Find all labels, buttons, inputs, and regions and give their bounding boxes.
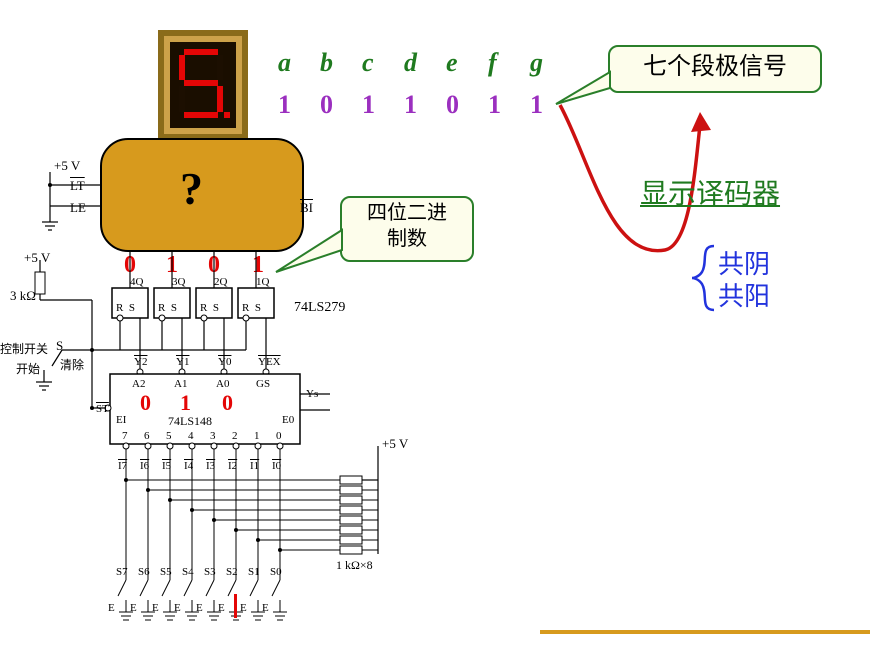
a-label: A1 [174,378,187,390]
decoder-title: 显示译码器 [640,172,780,212]
seg-letter: b [320,48,333,78]
seg-letter: c [362,48,374,78]
enc-num: 0 [276,430,282,442]
ybar-label: Y2 [134,356,147,368]
a-label: A0 [216,378,229,390]
seg-letter: e [446,48,458,78]
plus5v-right: +5 V [382,436,408,452]
e-gnd-label: E [174,602,181,614]
s-switch-label: S0 [270,566,282,578]
s-switch-label: S4 [182,566,194,578]
encoder-bit: 1 [180,390,191,416]
gs-label: GS [256,378,270,390]
rs-label: R S [242,302,261,314]
chip-74ls148: 74LS148 [168,414,212,429]
footer-rule [540,630,870,634]
enc-num: 2 [232,430,238,442]
s-switch-label: S2 [226,566,238,578]
seg-bit: 1 [278,90,291,120]
encoder-bit: 0 [222,390,233,416]
i-label: I4 [184,460,193,472]
q-label: 2Q [214,276,227,288]
e-gnd-label: E [130,602,137,614]
red-cursor-mark [234,594,237,618]
i-label: I3 [206,460,215,472]
q-label: 3Q [172,276,185,288]
e0-label: E0 [282,414,294,426]
seg-letter: g [530,48,543,78]
q-label: 1Q [256,276,269,288]
r-3k: 3 kΩ [10,288,36,304]
seg-bit: 0 [320,90,333,120]
e-gnd-label: E [218,602,225,614]
chip-74ls279: 74LS279 [294,300,345,316]
ybar-label: YEX [258,356,281,368]
callout-seven-seg: 七个段极信号 [608,45,822,93]
ybar-label: Y1 [176,356,189,368]
brace-icon [690,244,720,312]
encoder-bit: 0 [140,390,151,416]
enc-num: 3 [210,430,216,442]
enc-num: 1 [254,430,260,442]
seg-letter: d [404,48,417,78]
e-gnd-label: E [262,602,269,614]
start-label: 开始 [16,360,40,377]
clear-label: 清除 [60,356,84,373]
enc-num: 5 [166,430,172,442]
seg-bit: 1 [530,90,543,120]
i-label: I0 [272,460,281,472]
i-label: I5 [162,460,171,472]
ei-label: EI [116,414,126,426]
a-label: A2 [132,378,145,390]
e-gnd-label: E [240,602,247,614]
callout-seven-text: 七个段极信号 [643,54,787,80]
st-label: ST [96,403,109,415]
s-switch-label: S1 [248,566,260,578]
s-label: S [56,338,63,354]
i-label: I1 [250,460,259,472]
e-gnd-label: E [152,602,159,614]
seven-seg-display [158,30,248,140]
e-gnd-label: E [108,602,115,614]
rs-label: R S [116,302,135,314]
seg-bit: 1 [488,90,501,120]
enc-num: 6 [144,430,150,442]
ys-label: Ys [306,388,318,400]
rs-label: R S [200,302,219,314]
e-gnd-label: E [196,602,203,614]
enc-num: 7 [122,430,128,442]
seg-bit: 0 [446,90,459,120]
seg-letter: a [278,48,291,78]
enc-num: 4 [188,430,194,442]
decoder-title-text: 显示译码器 [640,179,780,210]
i-label: I7 [118,460,127,472]
ctrl-switch-label: 控制开关 [0,340,48,357]
plus5v-mid: +5 V [24,250,50,266]
s-switch-label: S7 [116,566,128,578]
seg-bit: 1 [404,90,417,120]
seg-bit: 1 [362,90,375,120]
ybar-label: Y0 [218,356,231,368]
s-switch-label: S3 [204,566,216,578]
s-switch-label: S6 [138,566,150,578]
r-1k8: 1 kΩ×8 [336,558,373,573]
seg-letter: f [488,48,497,78]
i-label: I2 [228,460,237,472]
s-switch-label: S5 [160,566,172,578]
option-common-anode: 共阳 [718,276,770,313]
q-label: 4Q [130,276,143,288]
rs-label: R S [158,302,177,314]
i-label: I6 [140,460,149,472]
